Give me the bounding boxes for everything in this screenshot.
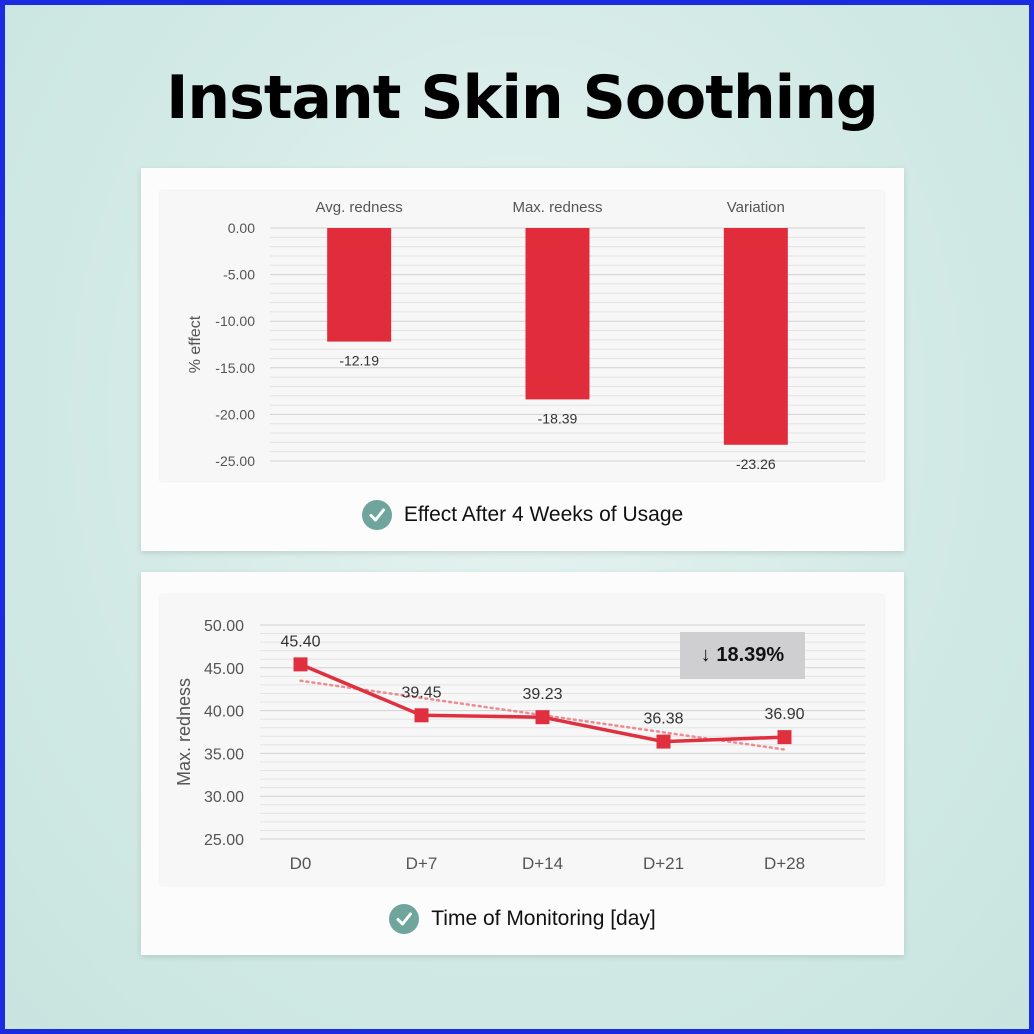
bar-chart-caption-text: Effect After 4 Weeks of Usage (403, 503, 684, 526)
y-tick-label: -25.00 (215, 453, 255, 469)
y-axis-label: Max. redness (174, 678, 194, 786)
y-tick-label: -5.00 (223, 267, 255, 283)
category-label: Avg. redness (316, 199, 403, 216)
bar-chart-card: 0.00 -5.00 -10.00 -15.00 -20.00 -25.00 % effec… (141, 168, 904, 551)
x-tick-label: D+14 (522, 854, 563, 873)
x-tick-label: D+7 (406, 854, 438, 873)
x-tick-label: D0 (290, 854, 312, 873)
bar-value-label: -18.39 (538, 410, 578, 426)
y-tick-label: 40.00 (204, 704, 244, 721)
check-circle-icon (361, 500, 392, 530)
category-label: Variation (727, 199, 785, 216)
x-tick-label: D+28 (764, 854, 805, 873)
line-chart-card: 50.00 45.00 40.00 35.00 30.00 25.00 Max. redne… (141, 572, 904, 955)
bar-chart-caption: Effect After 4 Weeks of Usage (141, 500, 904, 530)
bar (525, 228, 590, 400)
y-tick-label: -20.00 (215, 406, 255, 422)
y-tick-label: 30.00 (204, 789, 244, 806)
bar (723, 228, 788, 445)
bar-chart: 0.00 -5.00 -10.00 -15.00 -20.00 -25.00 % effec… (187, 199, 865, 472)
bar (327, 228, 392, 342)
bar-chart-panel: 0.00 -5.00 -10.00 -15.00 -20.00 -25.00 % effec… (160, 191, 884, 481)
y-axis-label: % effect (187, 315, 204, 373)
data-value-label: 36.90 (764, 706, 804, 723)
page-title: Instant Skin Soothing (166, 63, 879, 133)
y-tick-label: -15.00 (215, 360, 255, 376)
data-value-label: 39.45 (401, 684, 441, 701)
data-point (656, 734, 671, 749)
y-tick-label: 25.00 (204, 832, 244, 849)
trendline (299, 679, 786, 751)
y-tick-label: 50.00 (204, 618, 244, 635)
bar-value-label: -12.19 (339, 353, 379, 369)
bar-value-label: -23.26 (736, 456, 776, 472)
x-tick-label: D+21 (643, 854, 684, 873)
data-point (414, 708, 429, 723)
check-circle-icon (389, 904, 420, 934)
line-chart-caption: Time of Monitoring [day] (141, 904, 904, 934)
line-chart-caption-text: Time of Monitoring [day] (431, 907, 656, 930)
data-point (293, 657, 308, 672)
category-label: Max. redness (512, 199, 602, 216)
data-value-label: 45.40 (280, 633, 320, 650)
data-point (535, 710, 550, 725)
y-tick-label: 35.00 (204, 746, 244, 763)
reduction-badge-text: ↓ 18.39% (700, 644, 785, 666)
reduction-badge: ↓ 18.39% (680, 632, 805, 679)
data-value-label: 39.23 (522, 686, 562, 703)
y-tick-label: -10.00 (215, 313, 255, 329)
y-tick-label: 0.00 (228, 220, 255, 236)
line-chart-panel: 50.00 45.00 40.00 35.00 30.00 25.00 Max. redne… (160, 595, 884, 885)
y-tick-label: 45.00 (204, 661, 244, 678)
data-value-label: 36.38 (643, 711, 683, 728)
data-point (777, 730, 792, 745)
